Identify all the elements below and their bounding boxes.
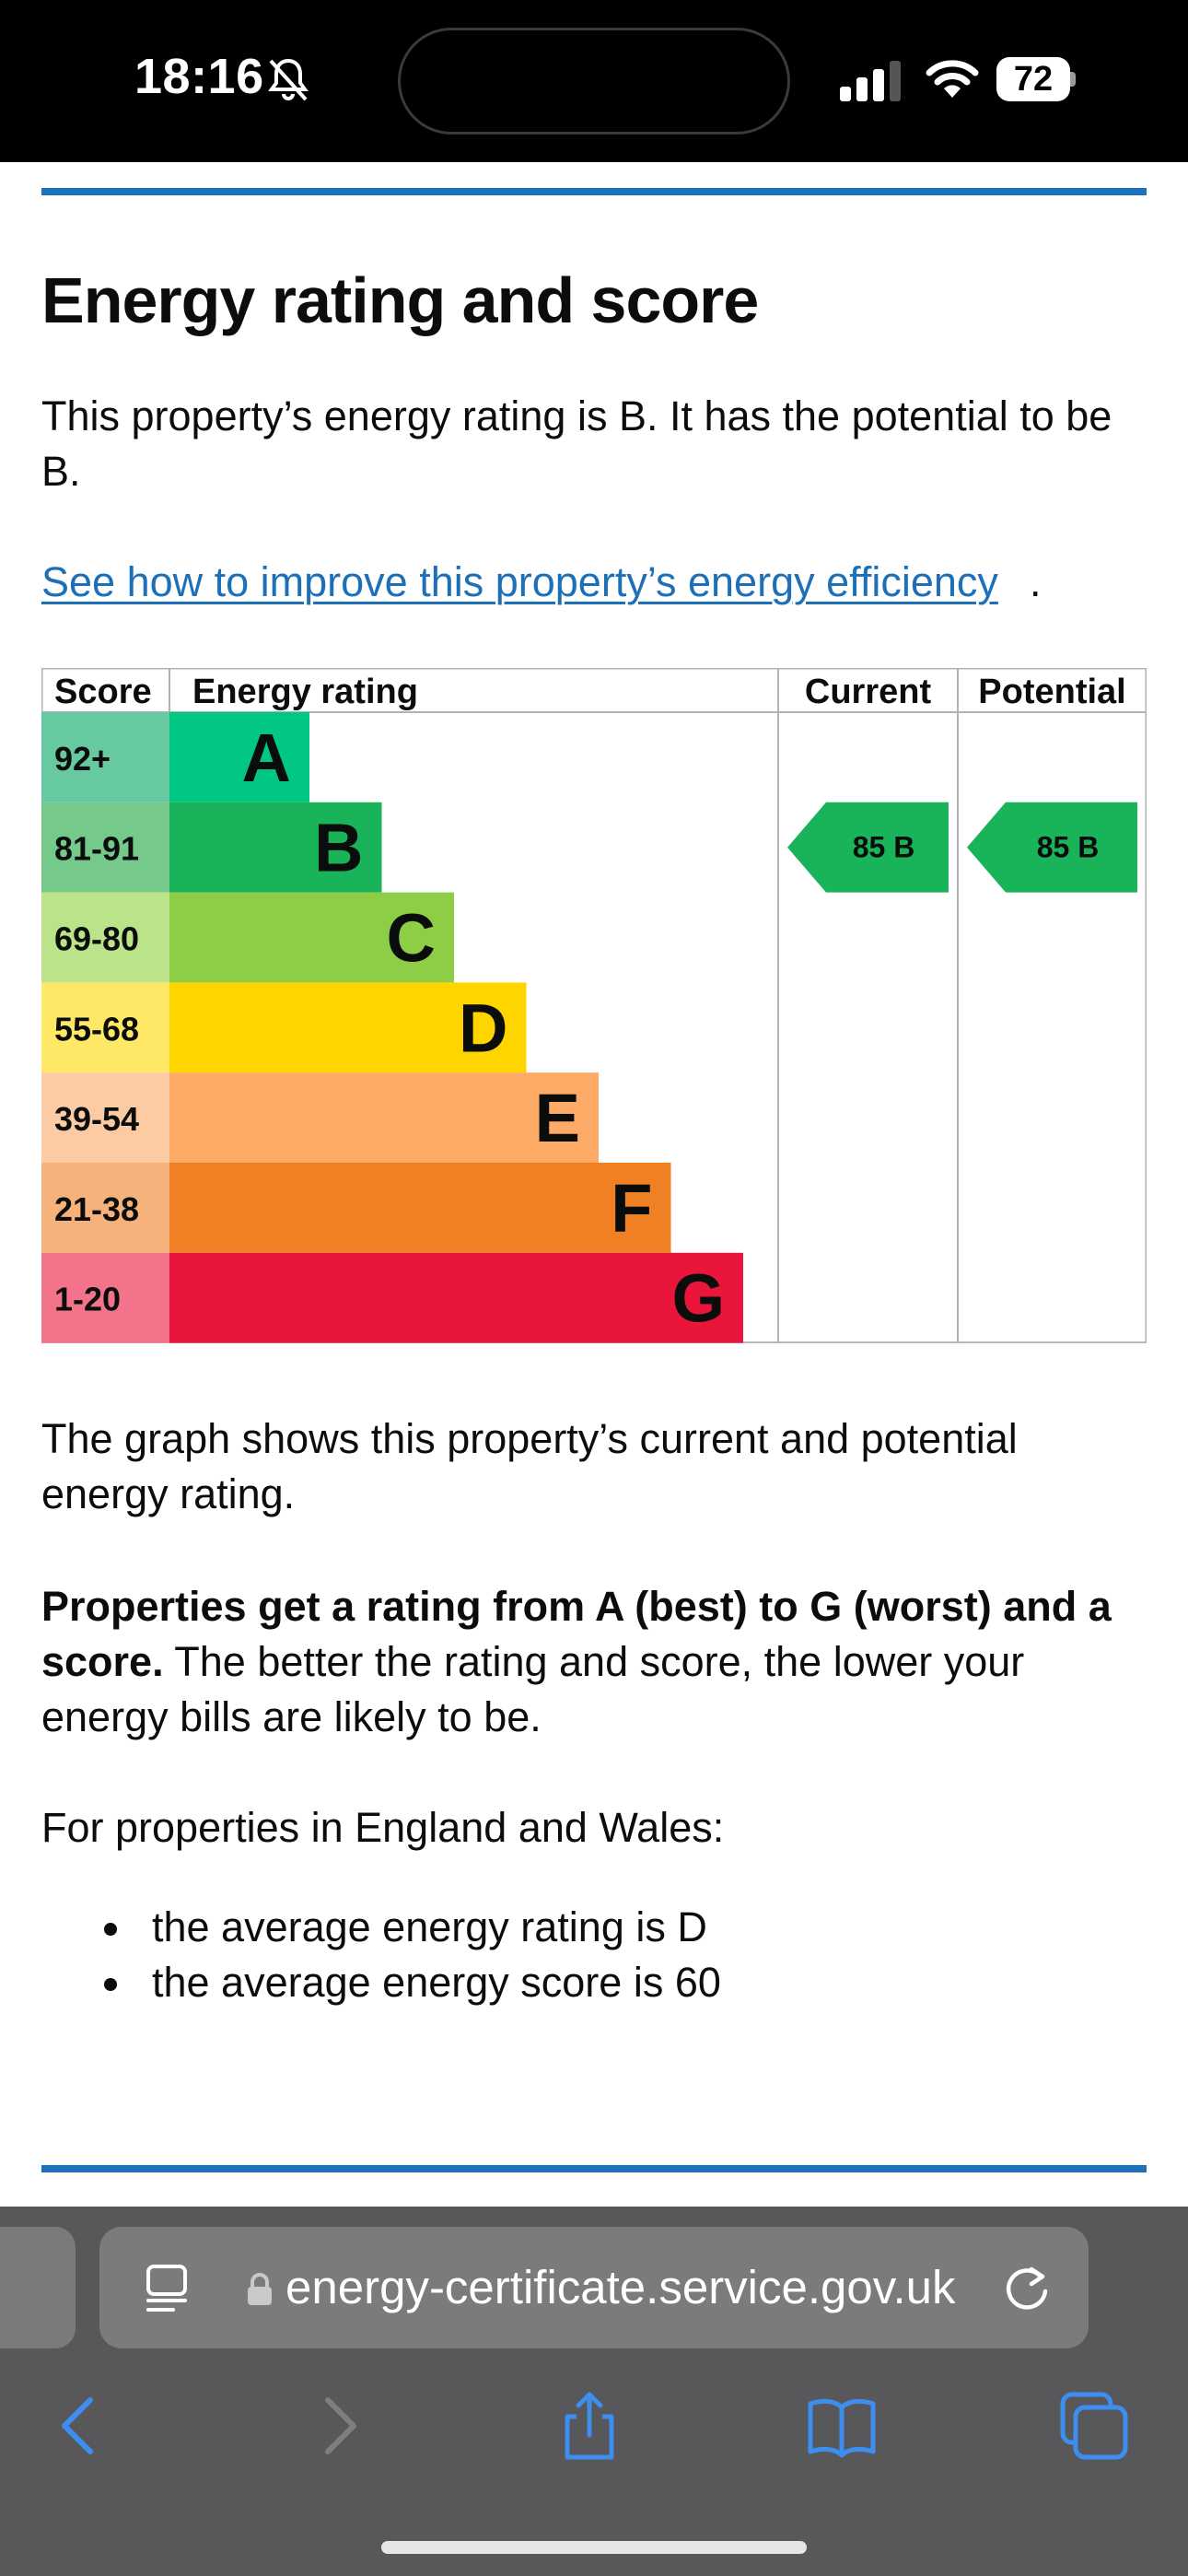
previous-tab-peek[interactable] bbox=[0, 2227, 76, 2348]
band-score-cell bbox=[41, 712, 169, 802]
header-score: Score bbox=[54, 673, 152, 711]
potential-rating-arrow-label: 85 B bbox=[1037, 831, 1100, 864]
rating-explanation-rest: The better the rating and score, the low… bbox=[41, 1638, 1025, 1740]
header-energy-rating: Energy rating bbox=[192, 673, 418, 711]
url-text[interactable]: energy-certificate.service.gov.uk bbox=[285, 2261, 956, 2313]
bookmarks-icon[interactable] bbox=[807, 2391, 877, 2461]
band-score-cell bbox=[41, 1072, 169, 1163]
band-letter: A bbox=[242, 720, 291, 796]
current-rating-arrow-label: 85 B bbox=[853, 831, 915, 864]
band-bar bbox=[169, 982, 527, 1073]
header-current: Current bbox=[805, 673, 932, 711]
band-bar bbox=[169, 892, 454, 983]
link-period: . bbox=[1030, 558, 1042, 605]
dynamic-island bbox=[398, 28, 790, 135]
potential-rating-arrow bbox=[967, 802, 1137, 893]
band-score-label: 69-80 bbox=[54, 920, 139, 958]
band-letter: C bbox=[387, 900, 436, 977]
band-score-cell bbox=[41, 892, 169, 983]
band-bar bbox=[169, 1163, 671, 1253]
band-bar bbox=[169, 1072, 599, 1163]
battery-level: 72 bbox=[996, 57, 1070, 101]
status-bar: 18:16 72 bbox=[0, 0, 1188, 162]
list-item: the average energy score is 60 bbox=[41, 1955, 721, 2010]
band-letter: F bbox=[611, 1170, 652, 1247]
band-score-cell bbox=[41, 1252, 169, 1343]
rating-explanation-bold: Properties get a rating from A (best) to… bbox=[41, 1583, 1112, 1685]
band-letter: G bbox=[671, 1260, 725, 1337]
band-score-cell bbox=[41, 982, 169, 1073]
rating-intro-text: This property’s energy rating is B. It h… bbox=[41, 392, 1112, 495]
reload-icon[interactable] bbox=[1004, 2264, 1052, 2313]
battery-cap bbox=[1070, 72, 1076, 87]
graph-note: The graph shows this property’s current … bbox=[41, 1415, 1018, 1517]
wifi-icon bbox=[926, 60, 979, 98]
rating-explanation: Properties get a rating from A (best) to… bbox=[41, 1579, 1156, 1745]
band-score-label: 92+ bbox=[54, 740, 111, 778]
section-divider-top bbox=[41, 188, 1147, 195]
page-title: Energy rating and score bbox=[41, 264, 759, 336]
list-item: the average energy rating is D bbox=[41, 1900, 721, 1955]
energy-rating-chart-svg: Score Energy rating Current Potential 92+ A 81… bbox=[41, 668, 1147, 1343]
band-score-label: 39-54 bbox=[54, 1100, 139, 1138]
band-score-cell bbox=[41, 1163, 169, 1253]
band-letter: D bbox=[459, 989, 507, 1066]
status-time: 18:16 bbox=[134, 49, 264, 104]
improve-efficiency-link[interactable]: See how to improve this property’s energ… bbox=[41, 558, 998, 605]
address-bar[interactable]: energy-certificate.service.gov.uk bbox=[99, 2227, 1089, 2348]
header-potential: Potential bbox=[978, 673, 1125, 711]
lock-icon bbox=[248, 2273, 272, 2305]
cellular-signal-icon bbox=[840, 61, 901, 101]
region-note: For properties in England and Wales: bbox=[41, 1804, 725, 1851]
silent-bell-icon bbox=[268, 58, 309, 101]
section-divider-bottom bbox=[41, 2165, 1147, 2172]
forward-icon[interactable] bbox=[304, 2391, 374, 2461]
band-bar bbox=[169, 802, 382, 893]
average-list: the average energy rating is D the avera… bbox=[41, 1900, 721, 2010]
band-letter: B bbox=[314, 810, 363, 886]
current-rating-arrow bbox=[787, 802, 949, 893]
tabs-icon[interactable] bbox=[1059, 2391, 1129, 2461]
reader-mode-icon[interactable] bbox=[146, 2264, 188, 2313]
band-score-label: 1-20 bbox=[54, 1281, 121, 1318]
band-score-label: 55-68 bbox=[54, 1010, 139, 1048]
band-score-label: 21-38 bbox=[54, 1190, 139, 1228]
energy-rating-chart: Score Energy rating Current Potential 92+ A 81… bbox=[41, 668, 1147, 1343]
band-bar bbox=[169, 1252, 743, 1343]
band-bar bbox=[169, 712, 309, 802]
share-icon[interactable] bbox=[554, 2391, 624, 2461]
browser-toolbar: energy-certificate.service.gov.uk bbox=[0, 2207, 1188, 2576]
band-score-label: 81-91 bbox=[54, 830, 139, 868]
band-letter: E bbox=[535, 1080, 580, 1156]
band-score-cell bbox=[41, 802, 169, 893]
back-icon[interactable] bbox=[44, 2391, 114, 2461]
battery-indicator: 72 bbox=[996, 57, 1076, 101]
home-indicator[interactable] bbox=[381, 2541, 807, 2554]
